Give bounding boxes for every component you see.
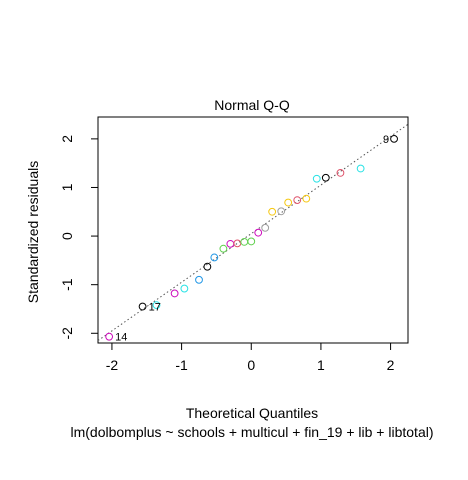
data-point bbox=[170, 289, 179, 298]
data-point bbox=[302, 194, 311, 203]
data-point bbox=[203, 262, 212, 271]
data-point bbox=[390, 134, 398, 143]
y-tick-label: -2 bbox=[59, 327, 75, 340]
data-point bbox=[152, 301, 161, 309]
data-point bbox=[293, 196, 302, 205]
data-point bbox=[312, 174, 321, 183]
data-point bbox=[180, 284, 189, 293]
y-axis-label: Standardized residuals bbox=[25, 161, 41, 303]
data-point bbox=[195, 275, 203, 284]
data-point bbox=[277, 207, 286, 216]
y-tick-label: -1 bbox=[59, 278, 75, 291]
chart-subtitle: lm(dolbomplus ~ schools + multicul + fin… bbox=[70, 424, 433, 440]
x-tick-label: 0 bbox=[247, 357, 255, 373]
data-point bbox=[336, 168, 345, 177]
y-tick-label: 0 bbox=[59, 232, 75, 240]
point-label: 17 bbox=[149, 302, 161, 314]
data-point bbox=[210, 253, 219, 262]
point-labels: 14 17 9 bbox=[115, 134, 389, 344]
data-point bbox=[284, 198, 293, 207]
data-point bbox=[268, 207, 277, 216]
data-point bbox=[138, 302, 147, 311]
point-label: 9 bbox=[383, 134, 389, 146]
data-point bbox=[356, 164, 365, 173]
data-point bbox=[226, 239, 235, 248]
y-tick-label: 1 bbox=[59, 183, 75, 191]
x-tick-label: 1 bbox=[317, 357, 325, 373]
data-point bbox=[240, 238, 249, 246]
reference-line bbox=[97, 123, 409, 341]
data-point bbox=[247, 237, 256, 246]
x-tick-label: -2 bbox=[106, 357, 119, 373]
x-tick-label: -1 bbox=[175, 357, 188, 373]
x-axis: -2 -1 0 1 2 bbox=[106, 342, 395, 373]
data-point bbox=[105, 332, 114, 341]
chart-title: Normal Q-Q bbox=[214, 97, 290, 113]
data-point bbox=[254, 228, 263, 237]
y-tick-label: 2 bbox=[59, 135, 75, 143]
x-axis-label: Theoretical Quantiles bbox=[186, 405, 318, 421]
y-axis: -2 -1 0 1 2 bbox=[59, 135, 99, 340]
data-point bbox=[261, 223, 270, 232]
data-point bbox=[219, 244, 228, 253]
data-point bbox=[321, 173, 330, 182]
data-points bbox=[105, 134, 398, 341]
x-tick-label: 2 bbox=[387, 357, 395, 373]
point-label: 14 bbox=[115, 332, 127, 344]
